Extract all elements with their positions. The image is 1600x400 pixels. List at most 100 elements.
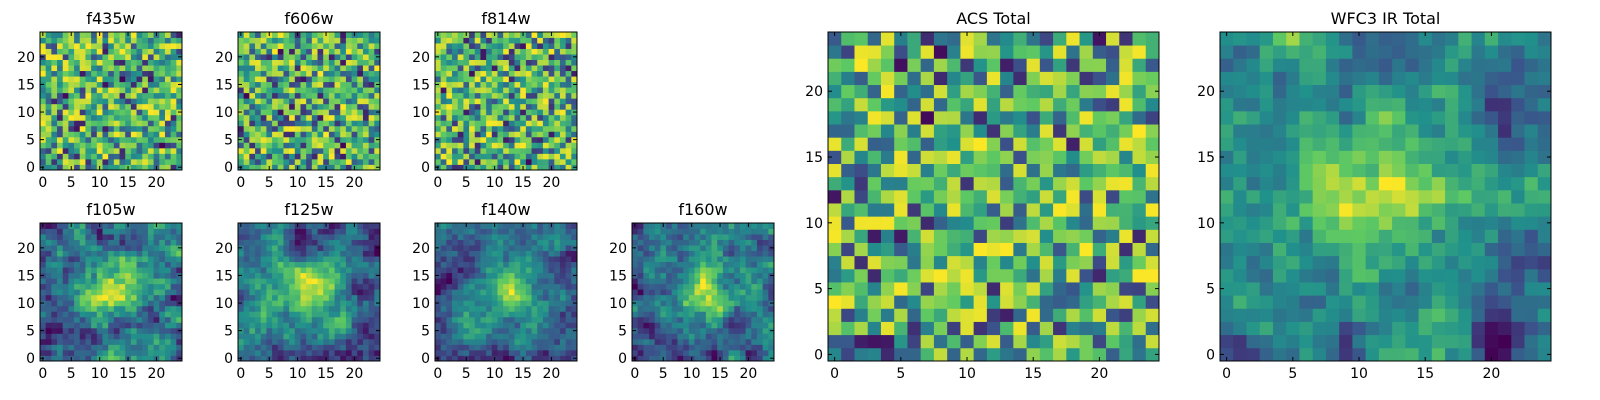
heatmap-cell: [113, 37, 120, 44]
heatmap-cell: [260, 164, 267, 171]
heatmap-cell: [102, 338, 109, 345]
heatmap-cell: [694, 250, 701, 257]
heatmap-cell: [440, 234, 447, 240]
heatmap-cell: [340, 245, 347, 251]
heatmap-cell: [694, 311, 701, 318]
heatmap-cell: [334, 147, 341, 154]
heatmap-cell: [440, 120, 447, 127]
heatmap-cell: [323, 245, 330, 251]
axes-frame: [237, 31, 381, 171]
heatmap-cell: [514, 158, 521, 165]
heatmap-cell: [705, 349, 712, 356]
heatmap-cell: [497, 142, 504, 149]
heatmap-cell: [164, 87, 172, 94]
heatmap-cell: [374, 114, 381, 121]
heatmap-cell: [147, 261, 154, 268]
heatmap-cell: [828, 150, 842, 164]
heatmap-cell: [68, 333, 75, 340]
heatmap-cell: [486, 250, 493, 257]
heatmap-cell: [130, 153, 137, 160]
heatmap-cell: [559, 37, 567, 44]
heatmap-cell: [142, 48, 149, 55]
heatmap-cell: [130, 114, 137, 121]
heatmap-cell: [745, 327, 752, 334]
heatmap-cell: [277, 81, 284, 88]
heatmap-cell: [841, 334, 855, 349]
heatmap-cell: [508, 103, 515, 110]
heatmap-cell: [142, 239, 149, 246]
heatmap-cell: [147, 131, 154, 138]
heatmap-cell: [486, 147, 493, 154]
heatmap-cell: [272, 261, 279, 268]
heatmap-cell: [62, 158, 69, 165]
heatmap-cell: [649, 223, 656, 229]
heatmap-cell: [272, 153, 279, 160]
heatmap-cell: [113, 59, 120, 66]
heatmap-cell: [147, 333, 154, 340]
heatmap-cell: [694, 272, 701, 279]
heatmap-cell: [565, 327, 572, 334]
heatmap-cell: [722, 278, 729, 285]
heatmap-cell: [91, 250, 98, 257]
heatmap-cell: [45, 65, 52, 72]
heatmap-cell: [457, 48, 464, 55]
heatmap-cell: [548, 272, 555, 279]
heatmap-cell: [751, 245, 758, 251]
heatmap-cell: [854, 308, 869, 322]
heatmap-cell: [57, 136, 64, 143]
heatmap-cell: [255, 311, 262, 318]
heatmap-cell: [368, 114, 375, 121]
heatmap-cell: [637, 300, 644, 307]
heatmap-cell: [660, 327, 667, 334]
heatmap-cell: [306, 153, 313, 160]
heatmap-cell: [96, 59, 103, 66]
heatmap-cell: [637, 267, 644, 274]
heatmap-cell: [762, 305, 769, 312]
heatmap-cell: [300, 81, 307, 88]
heatmap-cell: [62, 142, 69, 149]
heatmap-cell: [474, 109, 481, 116]
heatmap-cell: [446, 239, 453, 246]
heatmap-cell: [1066, 242, 1080, 257]
heatmap-cell: [51, 142, 58, 149]
heatmap-cell: [694, 305, 701, 312]
heatmap-cell: [480, 32, 487, 38]
heatmap-cell: [671, 272, 678, 279]
heatmap-cell: [537, 142, 544, 149]
heatmap-cell: [531, 322, 538, 329]
heatmap-cell: [85, 136, 92, 143]
heatmap-cell: [508, 333, 515, 340]
heatmap-cell: [323, 234, 330, 240]
x-tick-label: 0: [433, 366, 442, 382]
heatmap-cell: [671, 223, 678, 229]
heatmap-cell: [170, 59, 177, 66]
heatmap-cell: [374, 267, 381, 274]
y-tick-label: 20: [412, 241, 430, 257]
heatmap-cell: [531, 311, 538, 318]
heatmap-cell: [537, 316, 544, 323]
heatmap-cell: [243, 98, 250, 105]
heatmap-cell: [266, 272, 273, 279]
heatmap-cell: [491, 322, 498, 329]
heatmap-cell: [170, 223, 177, 229]
heatmap-cell: [762, 355, 769, 362]
heatmap-cell: [294, 267, 301, 274]
heatmap-cell: [159, 120, 166, 127]
heatmap-cell: [491, 76, 498, 83]
heatmap-cell: [435, 333, 442, 340]
heatmap-cell: [677, 283, 684, 290]
heatmap-cell: [272, 81, 279, 88]
heatmap-cell: [300, 327, 307, 334]
heatmap-cell: [440, 87, 447, 94]
heatmap-cell: [474, 158, 481, 165]
heatmap-cell: [469, 228, 476, 235]
heatmap-cell: [328, 300, 335, 307]
heatmap-cell: [542, 223, 549, 229]
heatmap-cell: [660, 267, 667, 274]
heatmap-cell: [474, 267, 481, 274]
heatmap-cell: [294, 103, 301, 110]
heatmap-cell: [677, 250, 684, 257]
heatmap-cell: [249, 136, 256, 143]
heatmap-cell: [159, 261, 166, 268]
heatmap-cell: [176, 131, 183, 138]
